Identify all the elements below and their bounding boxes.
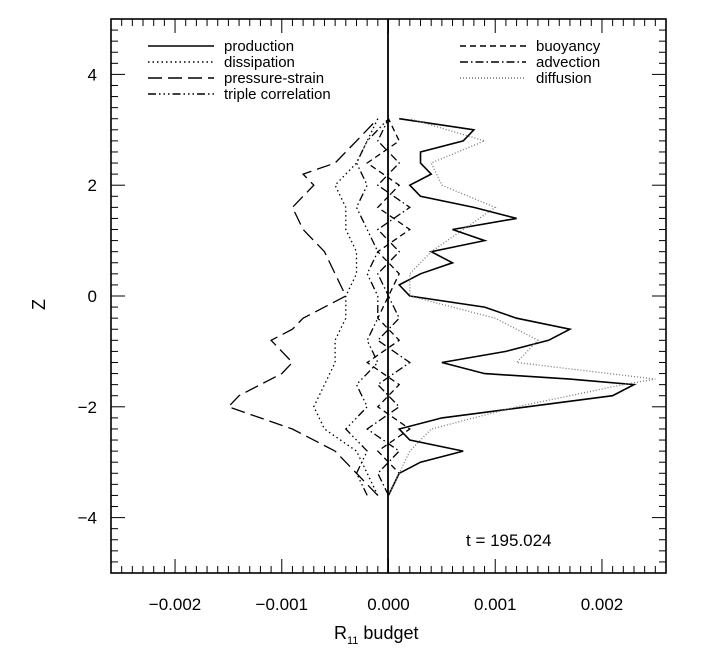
y-tick-label: −4: [78, 509, 97, 528]
x-tick-label: −0.001: [256, 595, 308, 614]
y-axis-label: Z: [29, 299, 49, 310]
series-production: [387, 117, 637, 496]
series-pressure-strain: [227, 118, 379, 496]
x-tick-label: 0.001: [474, 595, 517, 614]
x-axis-label: R11 budget: [334, 623, 418, 647]
legend-label: dissipation: [224, 54, 295, 71]
series-buoyancy: [366, 118, 411, 496]
axis-ticks: [110, 18, 667, 574]
x-axis-label-sub: 11: [347, 635, 358, 647]
legend-label: diffusion: [536, 70, 592, 87]
y-tick-label: −2: [78, 398, 97, 417]
x-tick-label: −0.002: [149, 595, 201, 614]
legend-label: advection: [536, 54, 600, 71]
series-diffusion: [387, 118, 656, 496]
x-axis-label-rest: budget: [358, 623, 418, 643]
series-dissipation: [313, 118, 379, 496]
legend-label: triple correlation: [224, 86, 331, 103]
x-axis-label-main: R: [334, 623, 347, 643]
legend: productiondissipationpressure-straintrip…: [148, 38, 601, 103]
y-tick-label: 4: [88, 65, 97, 84]
x-tick-label: 0.000: [367, 595, 410, 614]
legend-label: buoyancy: [536, 38, 601, 55]
legend-label: pressure-strain: [224, 70, 324, 87]
time-annotation: t = 195.024: [466, 531, 552, 550]
y-tick-label: 0: [88, 287, 97, 306]
y-tick-label: 2: [88, 176, 97, 195]
x-tick-label: 0.002: [581, 595, 624, 614]
series-advection: [366, 118, 411, 496]
legend-label: production: [224, 38, 294, 55]
series-triple-correlation: [344, 118, 389, 496]
series-layer: [227, 117, 656, 496]
tick-labels: −0.002 −0.001 0.000 0.001 0.002 −4 −2 0 2 4: [78, 65, 624, 614]
